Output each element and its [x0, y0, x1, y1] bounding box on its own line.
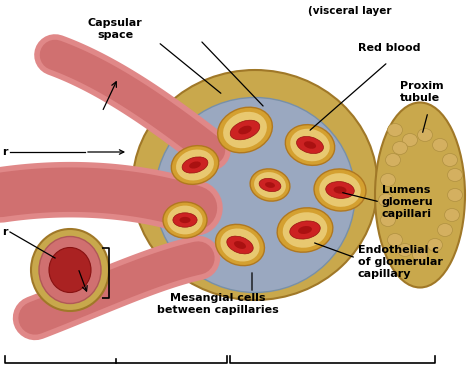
Ellipse shape [298, 226, 312, 234]
Text: Red blood: Red blood [358, 43, 420, 53]
Ellipse shape [220, 229, 260, 262]
Ellipse shape [314, 169, 366, 211]
Text: Proxim
tubule: Proxim tubule [400, 81, 444, 103]
Ellipse shape [297, 136, 323, 153]
Ellipse shape [133, 70, 377, 300]
Ellipse shape [375, 103, 465, 288]
Ellipse shape [392, 141, 408, 155]
Ellipse shape [412, 249, 428, 261]
Ellipse shape [447, 168, 463, 182]
Ellipse shape [234, 241, 246, 249]
Ellipse shape [265, 182, 275, 188]
Text: Mesangial cells
between capillaries: Mesangial cells between capillaries [157, 293, 279, 315]
Ellipse shape [379, 194, 393, 206]
Ellipse shape [290, 129, 330, 161]
Ellipse shape [445, 209, 459, 221]
Ellipse shape [171, 146, 219, 184]
Ellipse shape [155, 97, 355, 293]
Ellipse shape [443, 153, 457, 167]
Text: r: r [2, 227, 8, 237]
Ellipse shape [438, 223, 453, 237]
Ellipse shape [285, 124, 335, 165]
Text: Endothelial c
of glomerular
capillary: Endothelial c of glomerular capillary [358, 246, 443, 279]
Ellipse shape [381, 214, 395, 226]
Ellipse shape [250, 169, 290, 201]
Text: Capsular
space: Capsular space [88, 18, 142, 39]
Ellipse shape [277, 208, 333, 252]
Ellipse shape [218, 107, 273, 153]
Ellipse shape [388, 123, 402, 136]
Ellipse shape [163, 202, 207, 238]
Ellipse shape [428, 238, 443, 252]
Ellipse shape [432, 138, 447, 152]
Ellipse shape [176, 150, 214, 180]
Ellipse shape [238, 126, 252, 134]
Ellipse shape [385, 153, 401, 167]
Ellipse shape [167, 206, 202, 234]
Ellipse shape [283, 212, 327, 248]
Ellipse shape [398, 244, 412, 256]
Ellipse shape [447, 188, 463, 202]
Ellipse shape [381, 173, 395, 186]
Ellipse shape [49, 247, 91, 293]
Ellipse shape [31, 229, 109, 311]
Ellipse shape [173, 213, 197, 227]
Ellipse shape [230, 120, 260, 140]
Ellipse shape [326, 182, 354, 199]
Ellipse shape [182, 157, 208, 173]
Ellipse shape [418, 129, 432, 141]
Text: (visceral layer: (visceral layer [308, 6, 392, 16]
Ellipse shape [39, 237, 101, 303]
Ellipse shape [189, 161, 201, 168]
Ellipse shape [319, 173, 361, 207]
Ellipse shape [180, 217, 191, 223]
Text: r: r [2, 147, 8, 157]
Ellipse shape [334, 186, 346, 194]
Ellipse shape [259, 179, 281, 192]
Ellipse shape [254, 172, 286, 198]
Ellipse shape [388, 233, 402, 247]
Text: Lumens
glomeru
capillari: Lumens glomeru capillari [382, 185, 434, 218]
Ellipse shape [216, 224, 264, 266]
Ellipse shape [304, 141, 316, 149]
Ellipse shape [227, 236, 253, 254]
Ellipse shape [290, 221, 320, 239]
Ellipse shape [223, 112, 267, 148]
Ellipse shape [402, 133, 418, 147]
